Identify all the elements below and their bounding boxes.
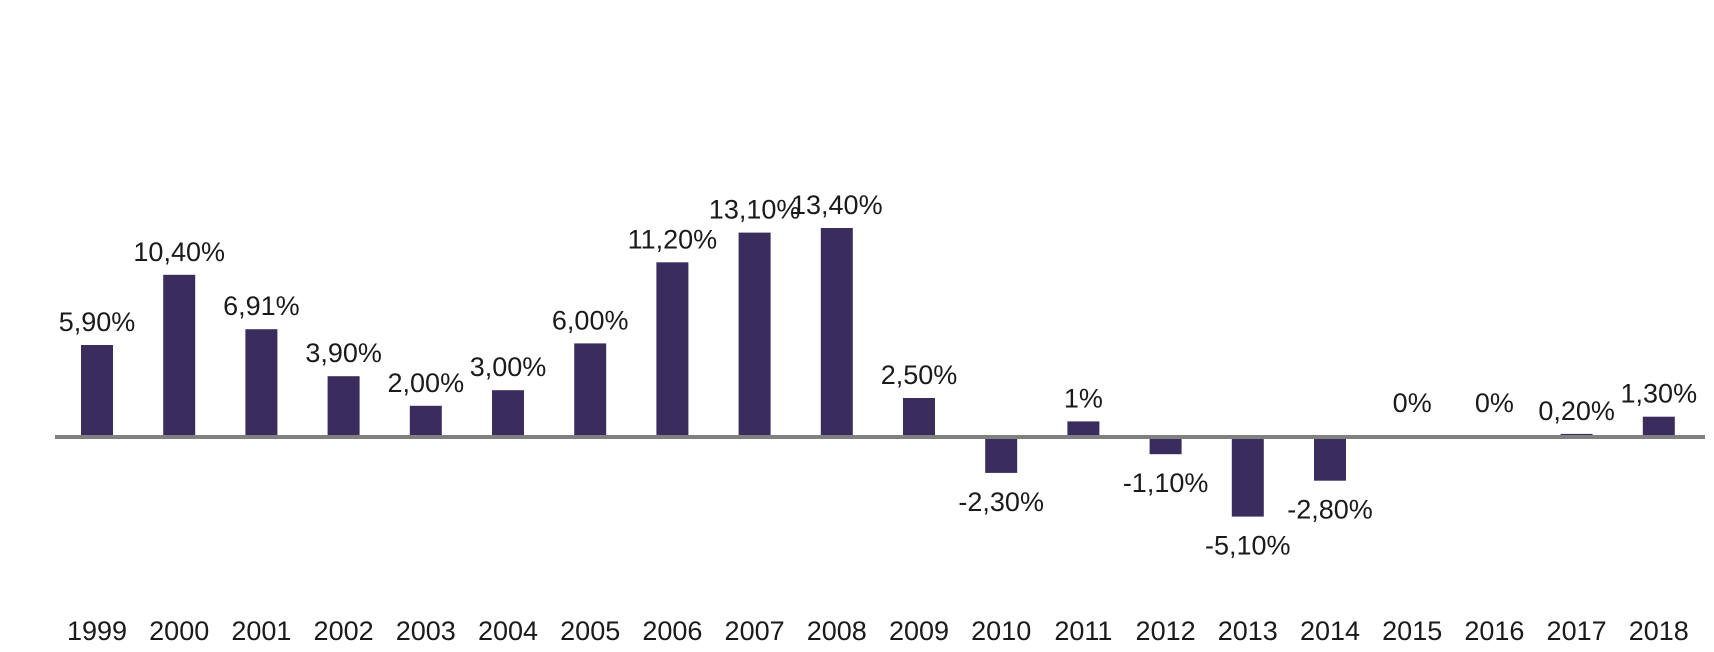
bars-layer: [81, 228, 1675, 517]
data-label-2001: 6,91%: [223, 291, 300, 321]
data-label-2014: -2,80%: [1287, 495, 1373, 525]
x-tick-label-2000: 2000: [149, 616, 209, 646]
bar-2014: [1314, 437, 1346, 481]
x-tick-label-1999: 1999: [67, 616, 127, 646]
x-tick-labels-layer: 1999 2000 2001 2002 2003 2004 2005 2006 2007 2008…: [67, 616, 1689, 646]
data-label-2004: 3,00%: [470, 352, 547, 382]
x-tick-label-2006: 2006: [642, 616, 702, 646]
x-tick-label-2002: 2002: [314, 616, 374, 646]
x-tick-label-2018: 2018: [1629, 616, 1689, 646]
bar-2012: [1149, 437, 1182, 455]
x-tick-label-2012: 2012: [1136, 616, 1196, 646]
bar-2009: [903, 398, 935, 437]
data-label-2007: 13,10%: [709, 195, 801, 225]
x-tick-label-2013: 2013: [1218, 616, 1278, 646]
bar-2013: [1231, 437, 1264, 517]
x-tick-label-2010: 2010: [971, 616, 1031, 646]
bar-2011: [1067, 421, 1100, 437]
x-tick-label-2001: 2001: [231, 616, 291, 646]
data-label-2008: 13,40%: [791, 190, 883, 220]
bar-2018: [1642, 416, 1675, 437]
bar-2005: [574, 343, 607, 437]
data-label-2012: -1,10%: [1123, 468, 1209, 498]
bar-2001: [245, 329, 278, 437]
x-tick-label-2014: 2014: [1300, 616, 1360, 646]
data-label-2013: -5,10%: [1205, 531, 1291, 561]
bar-2008: [820, 228, 853, 437]
data-label-2003: 2,00%: [388, 368, 465, 398]
x-tick-label-2011: 2011: [1054, 616, 1112, 646]
data-label-2016: 0%: [1475, 388, 1514, 418]
x-tick-label-2005: 2005: [560, 616, 620, 646]
data-label-2002: 3,90%: [305, 338, 382, 368]
data-label-2017: 0,20%: [1538, 396, 1615, 426]
bar-2004: [492, 390, 524, 437]
x-tick-label-2008: 2008: [807, 616, 867, 646]
bar-2002: [327, 376, 360, 437]
bar-2010: [985, 437, 1018, 473]
x-tick-label-2007: 2007: [725, 616, 785, 646]
x-tick-label-2017: 2017: [1547, 616, 1607, 646]
data-label-2018: 1,30%: [1621, 379, 1698, 409]
x-tick-label-2016: 2016: [1464, 616, 1524, 646]
x-tick-label-2015: 2015: [1382, 616, 1442, 646]
bar-2003: [409, 405, 442, 437]
data-label-2010: -2,30%: [958, 487, 1044, 517]
data-label-2006: 11,20%: [628, 224, 718, 254]
data-labels-layer: 5,90% 10,40% 6,91%3,90%2,00%3,00%6,00% 11,2…: [59, 190, 1697, 561]
x-tick-label-2004: 2004: [478, 616, 538, 646]
data-label-2015: 0%: [1393, 388, 1432, 418]
data-label-2000: 10,40%: [133, 237, 225, 267]
data-label-2011: 1%: [1064, 383, 1103, 413]
bar-2000: [163, 274, 196, 437]
data-label-1999: 5,90%: [59, 307, 136, 337]
bar-1999: [81, 345, 113, 437]
data-label-2005: 6,00%: [552, 305, 629, 335]
bar-2006: [656, 262, 689, 437]
x-tick-label-2009: 2009: [889, 616, 949, 646]
x-tick-label-2003: 2003: [396, 616, 456, 646]
data-label-2009: 2,50%: [881, 360, 958, 390]
bar-2007: [738, 232, 771, 437]
